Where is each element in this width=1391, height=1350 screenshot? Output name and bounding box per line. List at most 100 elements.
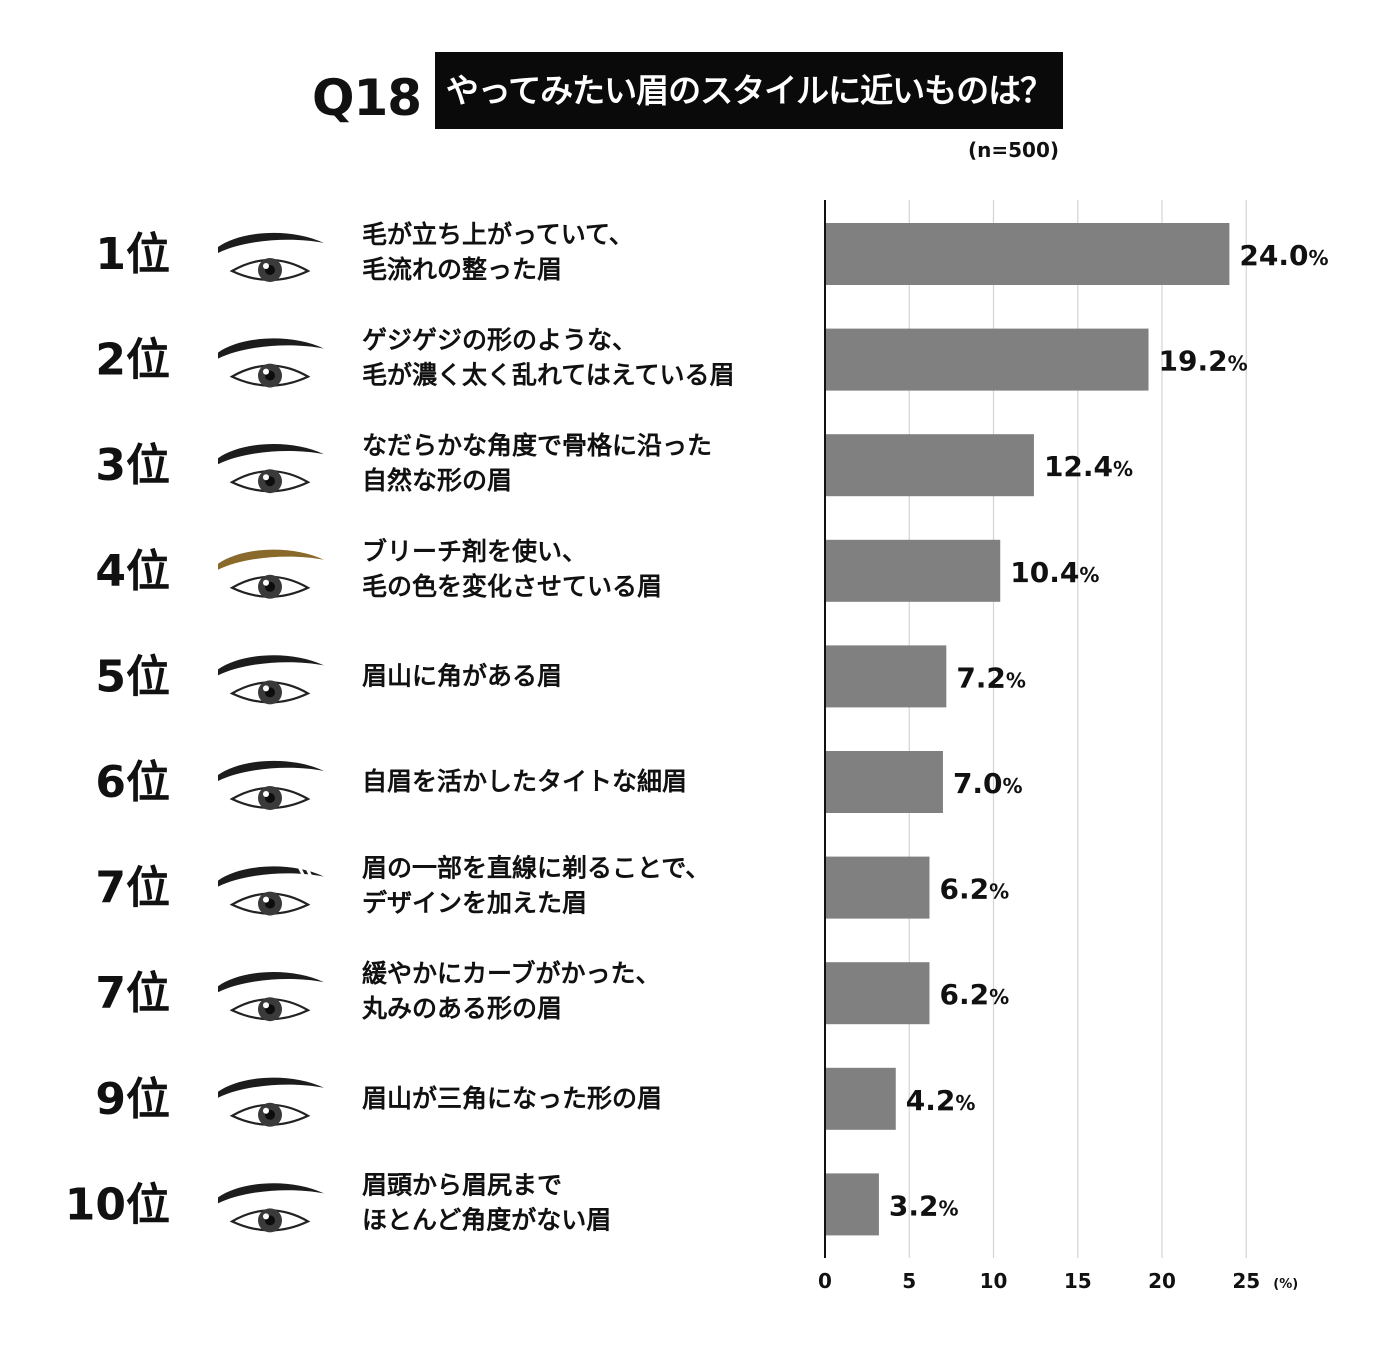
value-label: 3.2% bbox=[889, 1189, 959, 1222]
bar bbox=[825, 328, 1149, 391]
brush-up-brow-icon bbox=[218, 232, 324, 282]
eyebrow-slit bbox=[296, 863, 306, 878]
rank-label: 5位 bbox=[95, 651, 170, 702]
bar bbox=[825, 434, 1034, 497]
eyebrow-shape bbox=[218, 1183, 324, 1204]
value-label: 12.4% bbox=[1044, 450, 1133, 483]
eye-highlight bbox=[263, 1107, 269, 1114]
slit-brow-icon bbox=[218, 863, 324, 916]
value-percent-sign: % bbox=[1228, 352, 1248, 376]
eyebrow-shape bbox=[218, 338, 324, 359]
sample-size: (n=500) bbox=[968, 138, 1060, 162]
x-axis: 0 5 10 15 20 25 (%) bbox=[818, 200, 1298, 1293]
value-number: 6.2 bbox=[939, 978, 989, 1011]
curved-brow-icon bbox=[218, 972, 324, 1022]
item-label: 毛が濃く太く乱れてはえている眉 bbox=[362, 361, 735, 390]
value-label: 7.2% bbox=[956, 661, 1026, 694]
tick-label: 5 bbox=[902, 1269, 916, 1293]
eyebrow-shape bbox=[218, 760, 324, 781]
value-label: 19.2% bbox=[1159, 345, 1248, 378]
item-label: 眉山に角がある眉 bbox=[362, 661, 562, 690]
item-label: 眉の一部を直線に剃ることで、 bbox=[362, 854, 710, 883]
thin-brow-icon bbox=[218, 760, 324, 810]
value-percent-sign: % bbox=[989, 880, 1009, 904]
eye-highlight bbox=[263, 791, 269, 797]
chart-row: 1位 毛が立ち上がっていて、毛流れの整った眉 24.0% bbox=[95, 220, 1329, 285]
value-label: 7.0% bbox=[953, 767, 1023, 800]
bar bbox=[825, 856, 930, 919]
item-label: 毛の色を変化させている眉 bbox=[362, 572, 662, 601]
chart-row: 7位 緩やかにカーブがかった、丸みのある形の眉 6.2% bbox=[95, 959, 1009, 1025]
eyebrow-shape bbox=[218, 655, 324, 676]
eyebrow-slit bbox=[304, 865, 314, 880]
rank-label: 9位 bbox=[95, 1074, 170, 1125]
bar bbox=[825, 1067, 896, 1130]
question-title: やってみたい眉のスタイルに近いものは？ bbox=[435, 52, 1063, 129]
chart-row: 6位 自眉を活かしたタイトな細眉 7.0% bbox=[95, 751, 1023, 813]
bar bbox=[825, 223, 1230, 285]
chart-row: 5位 眉山に角がある眉 7.2% bbox=[95, 645, 1026, 708]
eye-highlight bbox=[263, 685, 269, 692]
eye-highlight bbox=[263, 368, 269, 375]
chart-row: 2位 ゲジゲジの形のような、毛が濃く太く乱れてはえている眉 19.2% bbox=[95, 326, 1248, 391]
item-label: なだらかな角度で骨格に沿った bbox=[362, 431, 712, 460]
rank-label: 7位 bbox=[95, 863, 170, 914]
eye-highlight bbox=[263, 474, 269, 481]
value-label: 6.2% bbox=[939, 873, 1009, 906]
value-percent-sign: % bbox=[955, 1091, 975, 1115]
bar bbox=[825, 1173, 879, 1236]
item-label: 眉頭から眉尻まで bbox=[362, 1170, 562, 1199]
value-percent-sign: % bbox=[939, 1196, 959, 1220]
tick-label: 25 bbox=[1232, 1269, 1260, 1293]
value-percent-sign: % bbox=[989, 985, 1009, 1009]
bar bbox=[825, 751, 943, 813]
bleached-brow-icon bbox=[218, 549, 324, 599]
value-number: 3.2 bbox=[889, 1189, 939, 1222]
value-number: 10.4 bbox=[1010, 556, 1079, 589]
natural-brow-icon bbox=[218, 444, 324, 494]
rank-label: 10位 bbox=[65, 1179, 170, 1230]
eye-highlight bbox=[263, 263, 269, 269]
eyebrow-shape bbox=[218, 232, 324, 253]
item-label: 自眉を活かしたタイトな細眉 bbox=[362, 767, 687, 796]
bar bbox=[825, 539, 1001, 602]
value-number: 19.2 bbox=[1159, 345, 1228, 378]
item-label: 毛流れの整った眉 bbox=[362, 255, 562, 284]
eye-highlight bbox=[263, 896, 269, 903]
value-percent-sign: % bbox=[1006, 668, 1026, 692]
item-label: 丸みのある形の眉 bbox=[361, 994, 562, 1023]
chart-row: 7位 眉の一部を直線に剃ることで、デザインを加えた眉 6.2% bbox=[95, 854, 1009, 919]
chart-header: Q18 やってみたい眉のスタイルに近いものは？ (n=500) bbox=[0, 0, 1391, 180]
angled-brow-icon bbox=[218, 655, 324, 705]
rank-label: 4位 bbox=[95, 546, 170, 597]
value-percent-sign: % bbox=[1308, 246, 1328, 270]
value-number: 6.2 bbox=[939, 873, 989, 906]
rank-label: 6位 bbox=[95, 757, 170, 808]
eyebrow-shape bbox=[218, 866, 324, 887]
tick-label: 0 bbox=[818, 1269, 832, 1293]
item-label: 毛が立ち上がっていて、 bbox=[362, 220, 634, 249]
chart-row: 4位 ブリーチ剤を使い、毛の色を変化させている眉 10.4% bbox=[95, 537, 1099, 602]
value-label: 4.2% bbox=[906, 1084, 976, 1117]
value-label: 10.4% bbox=[1010, 556, 1099, 589]
tick-label: 10 bbox=[980, 1269, 1008, 1293]
item-label: デザインを加えた眉 bbox=[362, 889, 587, 918]
item-label: 緩やかにカーブがかった、 bbox=[362, 959, 661, 988]
value-number: 12.4 bbox=[1044, 450, 1113, 483]
eyebrow-shape bbox=[218, 549, 324, 570]
bar bbox=[825, 962, 930, 1025]
value-percent-sign: % bbox=[1079, 563, 1099, 587]
item-label: 自然な形の眉 bbox=[362, 466, 512, 495]
eyebrow-shape bbox=[218, 972, 324, 993]
bushy-brow-icon bbox=[218, 338, 324, 388]
eye-highlight bbox=[263, 1213, 269, 1220]
chart-rows: 1位 毛が立ち上がっていて、毛流れの整った眉 24.0% 2位 ゲジゲジの形のような、毛… bbox=[65, 220, 1329, 1236]
item-label: ほとんど角度がない眉 bbox=[362, 1205, 611, 1234]
tick-label: 20 bbox=[1148, 1269, 1176, 1293]
value-number: 24.0 bbox=[1239, 239, 1308, 272]
value-number: 4.2 bbox=[906, 1084, 956, 1117]
peaked-brow-icon bbox=[218, 1077, 324, 1127]
item-label: ゲジゲジの形のような、 bbox=[362, 326, 637, 355]
question-number: Q18 bbox=[312, 69, 422, 127]
